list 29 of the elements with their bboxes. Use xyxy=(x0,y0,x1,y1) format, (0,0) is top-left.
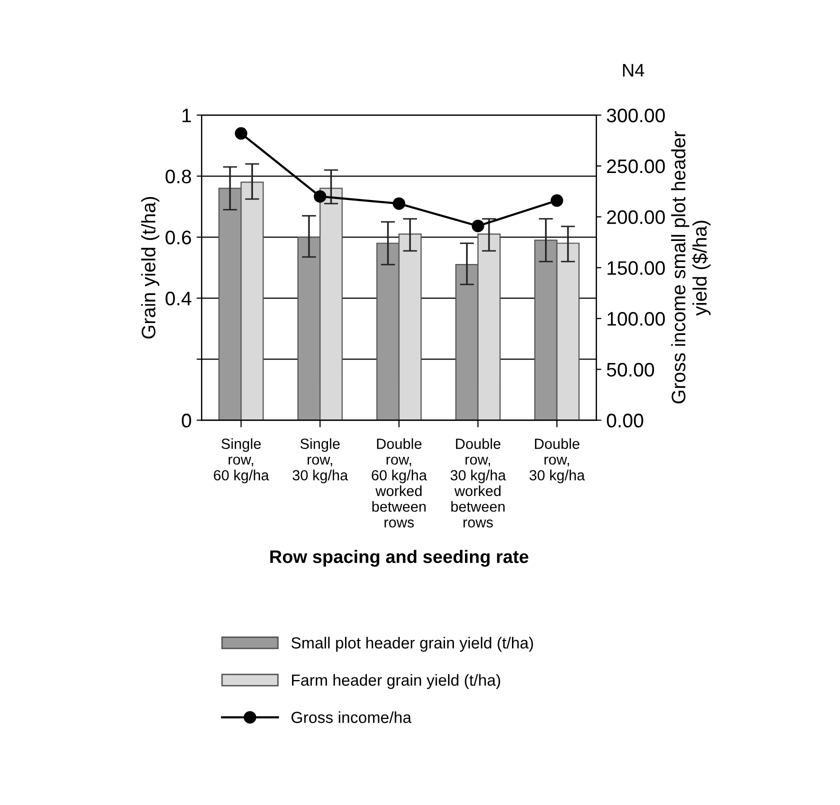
y-tick-label: 0 xyxy=(182,414,192,428)
y2-tick-label: 250.00 xyxy=(607,159,665,174)
y-tick-label: 1 xyxy=(182,108,191,122)
x-tick-label: Single row, 60 kg/ha xyxy=(214,438,270,484)
x-tick-label: Double row, 60 kg/ha worked between rows xyxy=(372,438,427,528)
legend-label: Small plot header grain yield (t/ha) xyxy=(291,636,533,652)
y-tick-label: 0.6 xyxy=(166,230,192,244)
point xyxy=(550,194,564,207)
x-tick-label: Double row, 30 kg/ha xyxy=(530,438,585,484)
point xyxy=(234,127,248,140)
y2-axis-title: Gross income small plot header yield ($/ha) xyxy=(671,131,711,404)
text: N4 xyxy=(623,64,644,76)
x-tick-label: Double row, 30 kg/ha worked between rows xyxy=(450,438,506,528)
x-tick-label: Single row, 30 kg/ha xyxy=(292,438,348,484)
y-tick-label: 0.8 xyxy=(166,170,192,184)
y2-tick-label: 0.00 xyxy=(606,414,644,428)
y2-tick-label: 300.00 xyxy=(606,108,665,122)
point xyxy=(314,190,326,203)
point xyxy=(472,220,484,232)
y2-tick-label: 150.00 xyxy=(608,261,665,275)
y-axis-title: Grain yield (t/ha) xyxy=(141,197,160,339)
y2-tick-label: 50.00 xyxy=(606,362,654,377)
y2-tick-label: 200.00 xyxy=(607,210,665,224)
y-tick-label: 0.4 xyxy=(166,292,192,306)
x-axis-title: Row spacing and seeding rate xyxy=(270,550,528,567)
legend-label: Farm header grain yield (t/ha) xyxy=(292,674,500,689)
legend-label: Gross income/ha xyxy=(292,711,412,724)
point xyxy=(392,197,406,210)
y2-tick-label: 100.00 xyxy=(608,312,665,326)
